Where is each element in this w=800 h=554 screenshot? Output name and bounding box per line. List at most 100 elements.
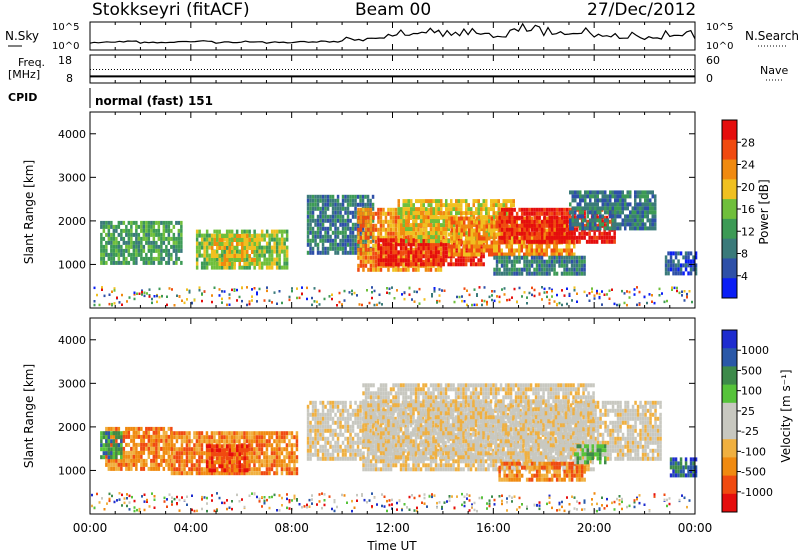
heatmap-cell	[113, 289, 116, 292]
heatmap-cell	[185, 459, 189, 464]
heatmap-cell	[152, 462, 156, 467]
heatmap-cell	[371, 194, 375, 199]
heatmap-cell	[112, 434, 116, 439]
heatmap-cell	[629, 194, 632, 199]
heatmap-cell	[409, 250, 413, 255]
heatmap-cell	[605, 239, 609, 244]
heatmap-cell	[483, 232, 486, 237]
heatmap-cell	[198, 447, 201, 452]
heatmap-cell	[321, 250, 325, 255]
heatmap-cell	[236, 448, 239, 453]
heatmap-cell	[241, 286, 243, 289]
heatmap-cell	[435, 235, 438, 240]
heatmap-cell	[581, 206, 584, 211]
heatmap-cell	[543, 263, 546, 268]
heatmap-cell	[427, 199, 430, 204]
heatmap-cell	[425, 223, 428, 228]
heatmap-cell	[146, 292, 148, 295]
heatmap-cell	[324, 404, 327, 409]
heatmap-cell	[392, 246, 395, 251]
heatmap-cell	[275, 253, 279, 258]
heatmap-cell	[571, 198, 574, 203]
heatmap-cell	[177, 236, 181, 241]
heatmap-cell	[414, 231, 418, 236]
heatmap-cell	[450, 203, 453, 208]
heatmap-cell	[125, 260, 128, 265]
heatmap-cell	[183, 301, 186, 305]
heatmap-cell	[306, 432, 310, 437]
heatmap-cell	[280, 463, 284, 468]
heatmap-cell	[379, 207, 383, 212]
heatmap-cell	[565, 271, 569, 276]
heatmap-cell	[288, 295, 291, 299]
heatmap-cell	[367, 223, 370, 228]
heatmap-cell	[362, 267, 365, 272]
heatmap-cell	[316, 198, 320, 203]
heatmap-cell	[220, 439, 224, 444]
heatmap-cell	[341, 206, 345, 211]
heatmap-cell	[432, 211, 435, 216]
heatmap-cell	[417, 250, 420, 255]
heatmap-cell	[359, 194, 362, 199]
heatmap-cell	[379, 250, 383, 255]
heatmap-cell	[137, 252, 141, 257]
heatmap-cell	[155, 442, 158, 447]
heatmap-cell	[453, 252, 456, 257]
heatmap-cell	[399, 250, 403, 255]
heatmap-cell	[364, 215, 368, 220]
heatmap-cell	[397, 207, 400, 212]
heatmap-cell	[241, 250, 244, 254]
heatmap-cell	[306, 218, 310, 223]
heatmap-cell	[185, 455, 189, 460]
heatmap-cell	[359, 404, 362, 409]
heatmap-cell	[520, 223, 524, 228]
heatmap-cell	[250, 451, 254, 456]
heatmap-cell	[205, 241, 209, 246]
heatmap-cell	[588, 292, 591, 295]
heatmap-cell	[256, 258, 259, 262]
heatmap-cell	[361, 303, 363, 307]
heatmap-cell	[273, 455, 276, 460]
heatmap-cell	[341, 432, 345, 437]
heatmap-cell	[122, 236, 126, 241]
heatmap-cell	[293, 455, 296, 460]
heatmap-cell	[677, 271, 680, 276]
heatmap-cell	[140, 256, 143, 261]
heatmap-cell	[180, 459, 184, 464]
heatmap-cell	[407, 235, 410, 240]
heatmap-cell	[349, 218, 352, 223]
heatmap-cell	[384, 215, 388, 220]
heatmap-cell	[339, 408, 342, 413]
heatmap-cell	[444, 242, 448, 247]
heatmap-cell	[311, 210, 315, 215]
heatmap-cell	[402, 199, 405, 204]
heatmap-cell	[601, 198, 604, 203]
heatmap-cell	[223, 237, 226, 242]
heatmap-cell	[235, 435, 239, 440]
heatmap-cell	[523, 219, 526, 224]
heatmap-cell	[349, 198, 352, 203]
heatmap-cell	[208, 435, 211, 440]
heatmap-cell	[589, 198, 592, 203]
heatmap-cell	[339, 432, 342, 437]
heatmap-cell	[296, 296, 298, 300]
heatmap-cell	[180, 471, 184, 476]
heatmap-cell	[135, 446, 138, 451]
heatmap-cell	[356, 294, 358, 297]
heatmap-cell	[455, 211, 458, 216]
heatmap-cell	[392, 231, 395, 236]
heatmap-cell	[220, 245, 224, 250]
heatmap-cell	[213, 261, 216, 266]
heatmap-cell	[405, 239, 408, 244]
heatmap-cell	[560, 219, 564, 224]
heatmap-cell	[543, 228, 546, 233]
heatmap-cell	[601, 214, 604, 219]
heatmap-cell	[306, 448, 310, 453]
heatmap-cell	[324, 218, 327, 223]
heatmap-cell	[346, 226, 350, 231]
heatmap-cell	[579, 226, 582, 231]
heatmap-cell	[349, 440, 352, 445]
heatmap-cell	[283, 435, 286, 440]
heatmap-cell	[518, 207, 521, 212]
heatmap-cell	[639, 202, 642, 207]
